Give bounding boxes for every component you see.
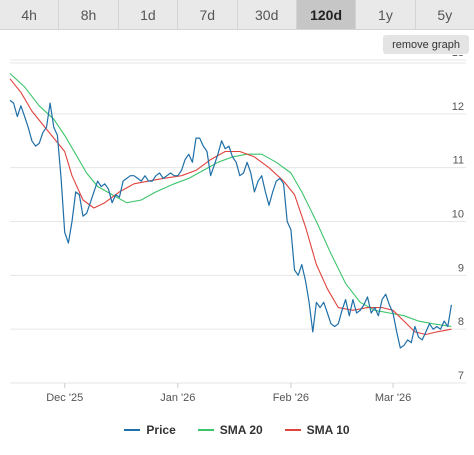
x-tick-label: Mar '26: [375, 392, 411, 404]
timeframe-tabs: 4h 8h 1d 7d 30d 120d 1y 5y: [0, 0, 474, 30]
legend-swatch-price: [124, 429, 141, 431]
y-tick-label: 12: [452, 101, 464, 113]
x-tick-label: Dec '25: [46, 392, 83, 404]
price-chart: 7 8 9 10 11 12 13 Dec '25 Jan '26 Feb '26 Mar '26: [9, 55, 466, 404]
y-tick-label: 7: [458, 370, 464, 382]
y-tick-label: 11: [453, 155, 464, 167]
tab-7d[interactable]: 7d: [178, 0, 238, 29]
legend-label-sma20: SMA 20: [219, 423, 263, 437]
tab-30d[interactable]: 30d: [238, 0, 297, 29]
series-line-price: [9, 99, 452, 349]
x-axis: Dec '25 Jan '26 Feb '26 Mar '26: [46, 383, 411, 404]
y-tick-label: 8: [458, 316, 464, 328]
legend-item-sma20[interactable]: SMA 20: [197, 423, 263, 437]
legend-swatch-sma20: [197, 429, 214, 431]
tab-1y[interactable]: 1y: [356, 0, 416, 29]
y-axis: 7 8 9 10 11 12 13: [452, 55, 464, 382]
tab-5y[interactable]: 5y: [437, 6, 453, 23]
y-tick-label: 13: [452, 55, 464, 59]
series-line-sma20: [9, 73, 452, 328]
tab-120d[interactable]: 120d: [296, 0, 357, 29]
y-tick-label: 9: [458, 262, 464, 274]
chart-legend: Price SMA 20 SMA 10: [0, 420, 474, 440]
legend-item-price[interactable]: Price: [124, 423, 176, 437]
tab-4h[interactable]: 4h: [0, 0, 60, 29]
remove-graph-button[interactable]: remove graph: [383, 35, 469, 54]
legend-label-price: Price: [146, 423, 176, 437]
series-line-sma10: [9, 78, 452, 336]
tab-8h[interactable]: 8h: [59, 0, 119, 29]
tab-1d[interactable]: 1d: [119, 0, 179, 29]
x-tick-label: Jan '26: [160, 392, 195, 404]
y-tick-label: 10: [452, 209, 464, 221]
legend-label-sma10: SMA 10: [306, 423, 350, 437]
legend-swatch-sma10: [284, 429, 301, 431]
x-tick-label: Feb '26: [273, 392, 309, 404]
chart-series: [9, 73, 452, 349]
legend-item-sma10[interactable]: SMA 10: [284, 423, 350, 437]
